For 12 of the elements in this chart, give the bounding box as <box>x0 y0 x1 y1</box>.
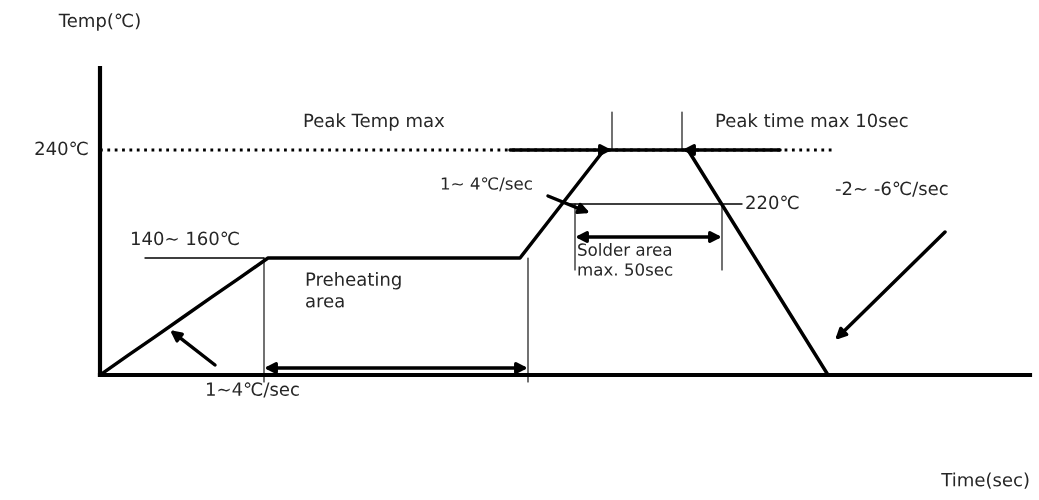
annotation: Preheating area <box>306 272 401 308</box>
text: Time(sec) <box>941 472 1029 489</box>
text: -2~ -6℃/sec <box>835 181 948 197</box>
annotation: 140~ 160℃ <box>131 231 239 246</box>
annotation: 1~ 4℃/sec <box>441 177 532 192</box>
ref-line-label: 240℃ <box>35 141 88 156</box>
text: Temp(℃) <box>58 13 140 31</box>
text: Peak Temp max <box>304 113 445 131</box>
annotation: Solder area max. 50sec <box>578 243 673 276</box>
text: 1~4℃/sec <box>206 382 299 398</box>
text: Peak time max 10sec <box>716 113 908 128</box>
annotation: 220℃ <box>746 195 799 210</box>
